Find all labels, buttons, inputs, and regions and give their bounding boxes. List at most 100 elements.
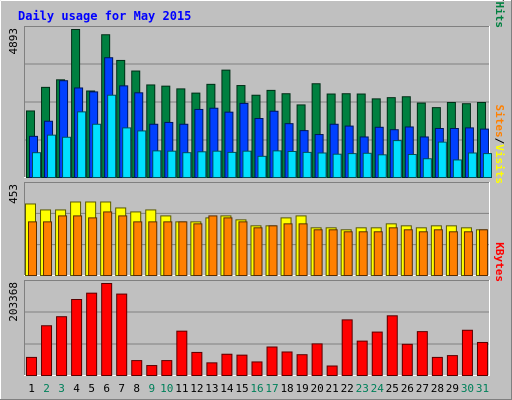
bar-kbytes-4 [71, 298, 83, 377]
bar-pages-25 [392, 140, 402, 178]
bar-kbytes-26 [401, 343, 413, 376]
bar-kbytes-18 [281, 351, 293, 376]
x-tick-label: 19 [295, 382, 308, 395]
bar-kbytes-28 [431, 356, 443, 376]
bar-pages-8 [137, 130, 147, 179]
bar-sites-22 [343, 231, 353, 277]
bar-sites-17 [268, 225, 278, 277]
bar-pages-23 [362, 152, 372, 179]
x-tick-label: 5 [88, 382, 95, 395]
x-axis: 1 2 3 4 5 6 7 8 9 10 11 12 13 14 15 16 17 18 19 20 21 22 23 24 2… [28, 382, 489, 395]
bar-pages-12 [197, 151, 207, 178]
legend-entry: Sites [493, 105, 506, 138]
x-tick-label: 4 [73, 382, 80, 395]
bar-sites-10 [163, 221, 173, 277]
bar-pages-19 [302, 151, 312, 178]
bar-kbytes-17 [266, 346, 278, 376]
series-legend: Pages/Files/Hits [493, 0, 506, 28]
bar-kbytes-30 [461, 329, 473, 376]
series-legend: KBytes [493, 242, 506, 282]
bar-pages-4 [77, 111, 87, 178]
x-tick-label: 17 [265, 382, 278, 395]
bar-sites-13 [208, 215, 218, 277]
bar-kbytes-15 [236, 354, 248, 377]
bar-sites-2 [43, 221, 53, 277]
x-tick-label: 31 [476, 382, 489, 395]
x-tick-label: 21 [326, 382, 339, 395]
bar-kbytes-2 [41, 325, 53, 377]
bar-sites-15 [238, 221, 248, 277]
bar-pages-6 [107, 94, 117, 178]
x-tick-label: 3 [58, 382, 65, 395]
bar-pages-18 [287, 150, 297, 179]
bar-pages-14 [227, 151, 237, 178]
y-max-label: 4893 [7, 28, 20, 55]
bar-sites-3 [58, 215, 68, 277]
x-tick-label: 6 [103, 382, 110, 395]
bar-kbytes-3 [56, 316, 68, 377]
bar-pages-21 [332, 153, 342, 178]
x-tick-label: 23 [356, 382, 369, 395]
legend-entry: KBytes [493, 242, 506, 282]
bar-kbytes-11 [176, 330, 188, 376]
legend-entry: Visits [493, 144, 506, 184]
bar-kbytes-31 [476, 341, 488, 377]
bar-pages-29 [452, 159, 462, 179]
series-kbytes [26, 283, 488, 377]
y-max-label: 203368 [7, 282, 20, 322]
bar-pages-16 [257, 155, 267, 178]
x-tick-label: 13 [205, 382, 218, 395]
bar-kbytes-25 [386, 315, 398, 376]
bar-sites-9 [148, 221, 158, 277]
bar-sites-11 [178, 221, 188, 277]
bar-pages-31 [482, 153, 492, 179]
bar-sites-14 [223, 217, 233, 277]
x-tick-label: 12 [190, 382, 203, 395]
bar-pages-10 [167, 150, 177, 179]
chart-title: Daily usage for May 2015 [18, 9, 191, 23]
x-tick-label: 24 [371, 382, 385, 395]
panel-2: 453 Sites/Visits [7, 105, 506, 277]
bar-pages-20 [317, 152, 327, 179]
bar-kbytes-29 [446, 355, 458, 376]
bar-pages-15 [242, 150, 252, 179]
bar-sites-4 [73, 215, 83, 277]
legend-entry: Hits [493, 2, 506, 29]
bar-sites-20 [313, 229, 323, 277]
x-tick-label: 15 [235, 382, 248, 395]
bar-kbytes-7 [116, 293, 128, 376]
bar-pages-11 [182, 152, 192, 178]
x-tick-label: 1 [28, 382, 35, 395]
bar-sites-26 [403, 229, 413, 277]
panel-1: 4893 Pages/Files/Hits [7, 0, 506, 179]
bar-sites-31 [478, 229, 488, 277]
x-tick-label: 10 [160, 382, 173, 395]
bar-pages-7 [122, 127, 132, 178]
bar-sites-30 [463, 231, 473, 277]
panel-3: 203368 KBytes [7, 242, 506, 377]
bar-kbytes-5 [86, 292, 98, 377]
bar-sites-24 [373, 231, 383, 277]
series-legend: Sites/Visits [493, 105, 506, 185]
x-tick-label: 16 [250, 382, 263, 395]
y-max-label: 453 [7, 184, 20, 204]
bar-pages-27 [422, 158, 432, 178]
x-tick-label: 7 [118, 382, 125, 395]
bar-kbytes-10 [161, 360, 173, 377]
x-tick-label: 28 [431, 382, 444, 395]
bar-kbytes-22 [341, 319, 353, 376]
bar-sites-12 [193, 223, 203, 277]
bar-sites-29 [448, 231, 458, 277]
bar-sites-7 [118, 215, 128, 277]
legend-entry: / [493, 0, 506, 2]
bar-pages-24 [377, 154, 387, 178]
bar-kbytes-20 [311, 343, 323, 377]
bar-sites-16 [253, 227, 263, 277]
bar-sites-19 [298, 223, 308, 277]
x-tick-label: 14 [220, 382, 234, 395]
legend-entry: / [493, 138, 506, 145]
bar-sites-1 [28, 221, 37, 277]
x-tick-label: 20 [311, 382, 324, 395]
bar-sites-21 [328, 229, 338, 277]
